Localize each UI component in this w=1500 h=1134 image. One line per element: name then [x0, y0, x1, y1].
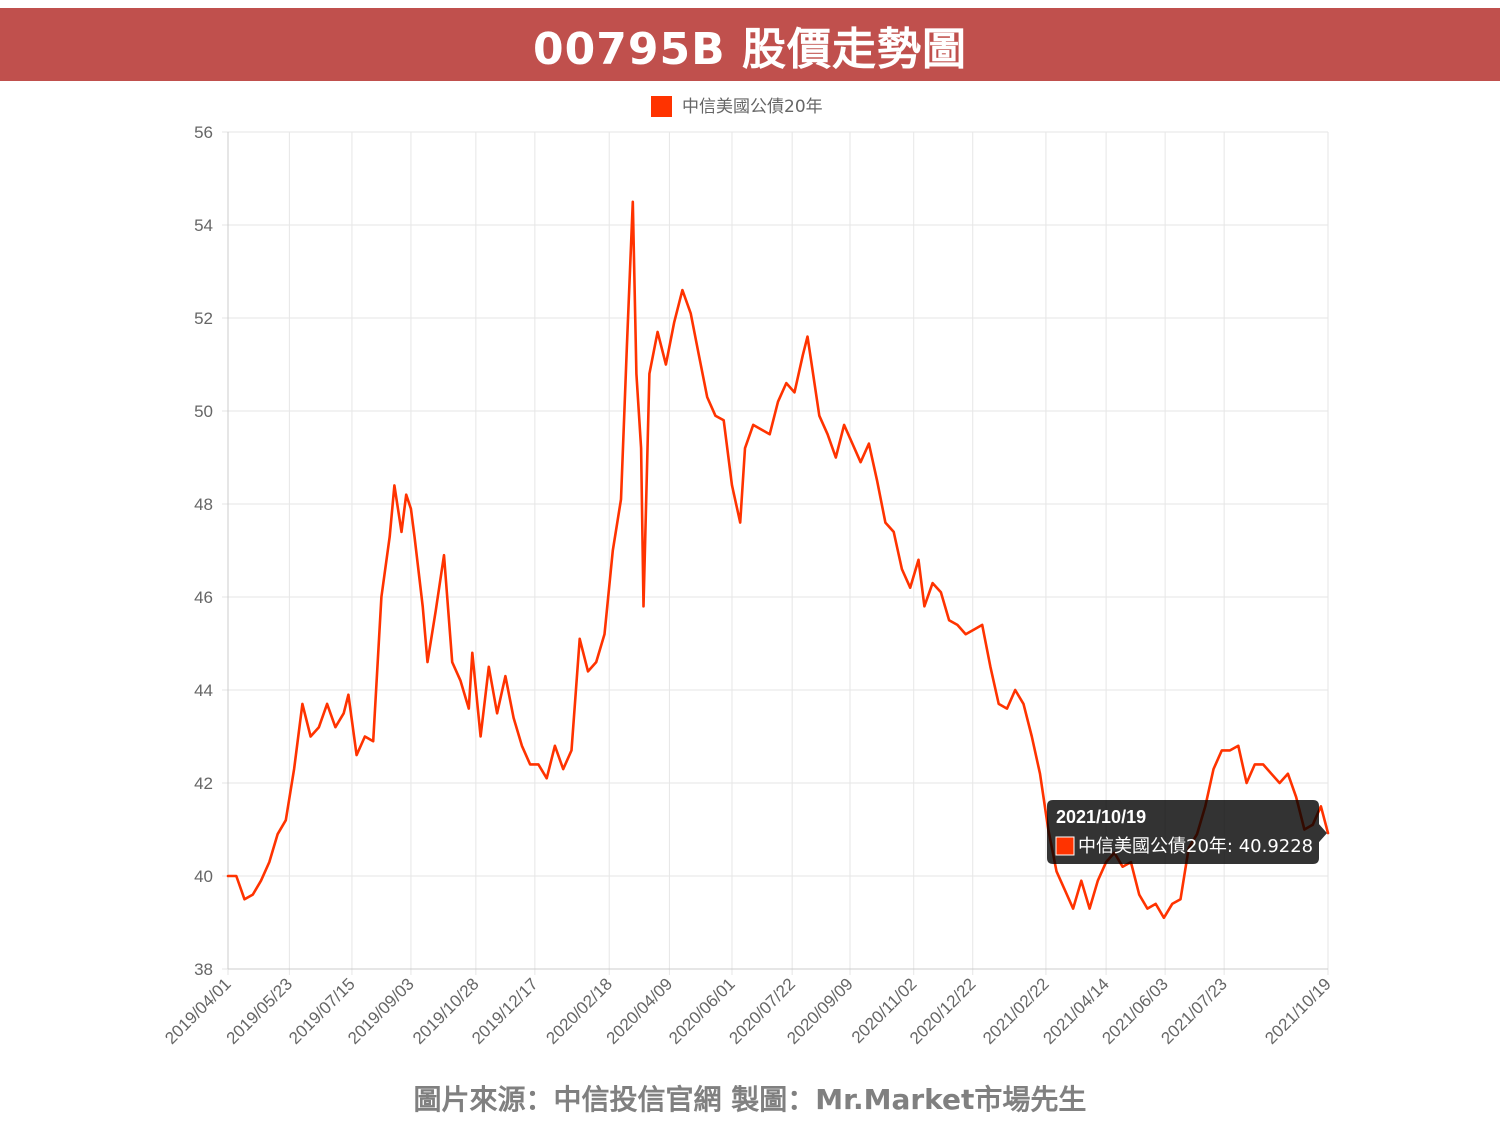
legend[interactable]: 中信美國公債20年 [651, 96, 823, 117]
y-tick-label: 56 [194, 123, 213, 142]
tooltip-title: 2021/10/19 [1056, 807, 1146, 827]
series-layer [226, 200, 1330, 920]
legend-label: 中信美國公債20年 [682, 97, 823, 117]
x-tick-label: 2019/05/23 [223, 974, 297, 1048]
legend-swatch [651, 96, 672, 117]
y-tick-label: 46 [194, 588, 213, 607]
y-tick-label: 42 [194, 774, 213, 793]
x-tick-label: 2020/04/09 [603, 974, 677, 1048]
title-banner: 00795B 股價走勢圖 [0, 8, 1500, 81]
y-tick-label: 44 [194, 681, 213, 700]
y-tick-label: 48 [194, 495, 213, 514]
tooltip-swatch [1055, 836, 1075, 856]
chart-title: 00795B 股價走勢圖 [533, 23, 967, 75]
tooltip-label: 中信美國公債20年: 40.9228 [1078, 836, 1313, 857]
y-tick-label: 52 [194, 309, 213, 328]
series-line [226, 200, 1330, 920]
tooltip: 2021/10/19 中信美國公債20年: 40.9228 [1047, 800, 1327, 864]
y-tick-label: 38 [194, 960, 213, 979]
y-tick-label: 54 [194, 216, 213, 235]
source-credit: 圖片來源：中信投信官網 製圖：Mr.Market市場先生 [413, 1083, 1087, 1116]
y-tick-label: 40 [194, 867, 213, 886]
x-tick-label: 2021/10/19 [1261, 974, 1335, 1048]
tooltip-box [1047, 800, 1327, 864]
y-tick-label: 50 [194, 402, 213, 421]
